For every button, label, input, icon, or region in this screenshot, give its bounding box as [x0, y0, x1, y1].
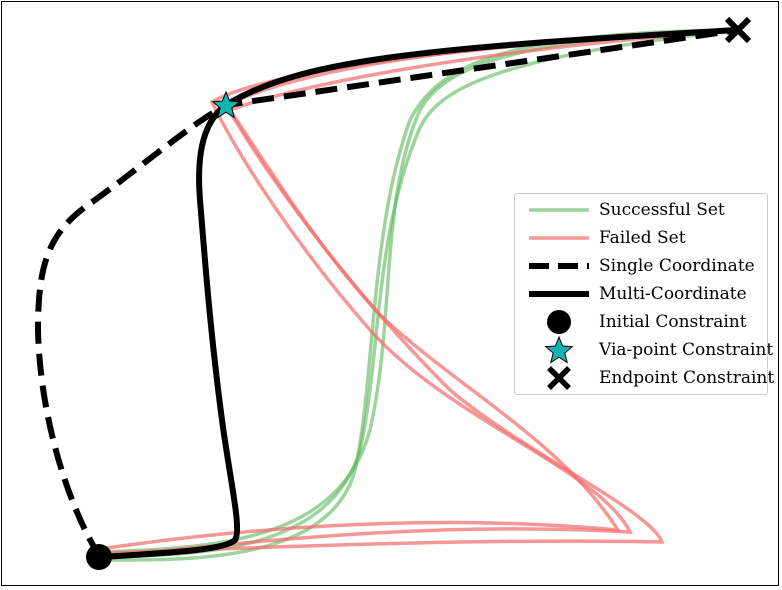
solid-line-icon — [529, 291, 589, 297]
multi-coordinate-path — [99, 27, 739, 560]
legend-item-single-coordinate: Single Coordinate — [515, 252, 769, 280]
legend-label: Successful Set — [599, 200, 725, 220]
x-marker-icon — [547, 366, 571, 390]
failed-trajectory — [99, 28, 739, 551]
legend-label: Via-point Constraint — [599, 340, 774, 360]
legend-label: Single Coordinate — [599, 256, 755, 276]
initial-constraint-marker — [86, 544, 112, 570]
endpoint-constraint-marker — [724, 16, 752, 44]
dashed-line-icon — [529, 263, 589, 269]
single-coordinate-path — [34, 27, 739, 559]
circle-marker-icon — [547, 310, 571, 334]
legend: Successful Set Failed Set Single Coordin… — [514, 193, 774, 395]
star-marker-icon — [544, 336, 574, 364]
legend-item-successful-set: Successful Set — [515, 196, 769, 224]
via-point-constraint-marker — [211, 90, 241, 119]
legend-item-via-point-constraint: Via-point Constraint — [515, 336, 773, 364]
failed-trajectory — [99, 28, 739, 555]
legend-label: Multi-Coordinate — [599, 284, 747, 304]
legend-label: Failed Set — [599, 228, 686, 248]
successful-set-line-icon — [529, 208, 589, 212]
legend-item-failed-set: Failed Set — [515, 224, 769, 252]
legend-item-endpoint-constraint: Endpoint Constraint — [515, 364, 774, 392]
legend-item-multi-coordinate: Multi-Coordinate — [515, 280, 769, 308]
legend-item-initial-constraint: Initial Constraint — [515, 308, 769, 336]
legend-label: Endpoint Constraint — [599, 368, 775, 388]
failed-set-line-icon — [529, 236, 589, 240]
legend-label: Initial Constraint — [599, 312, 747, 332]
